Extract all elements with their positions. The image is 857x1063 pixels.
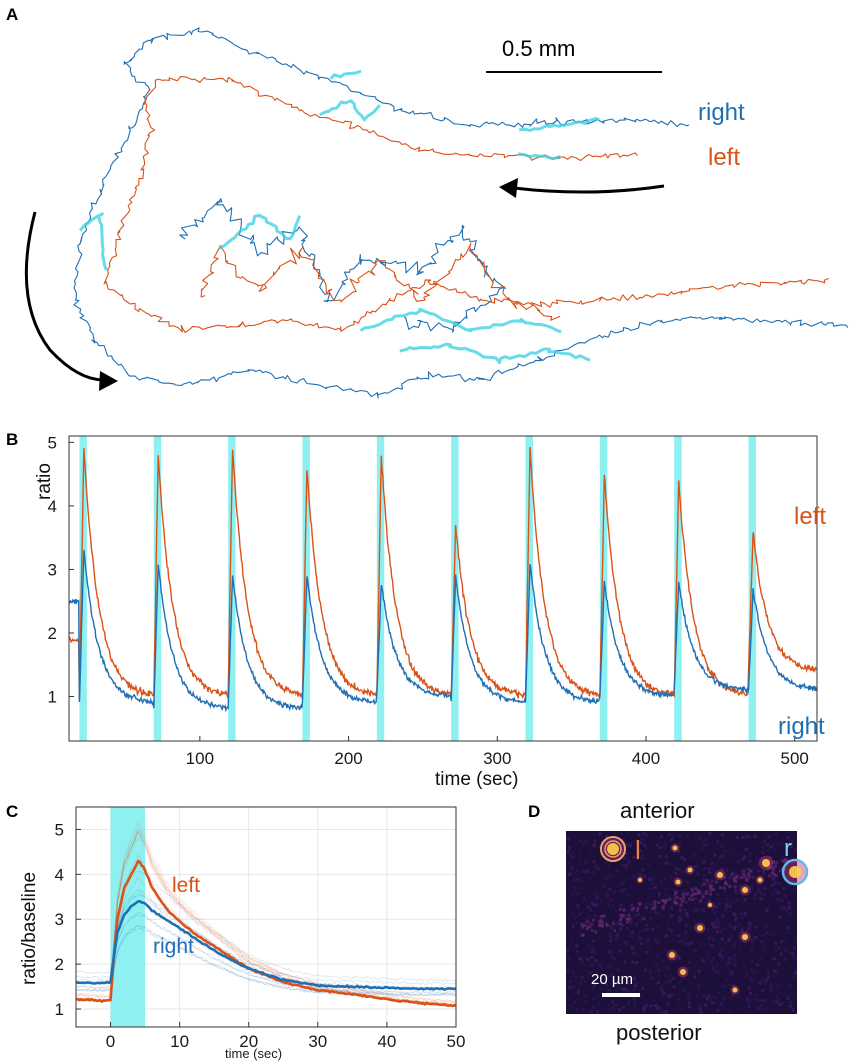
trial-trace-right [76, 912, 457, 995]
direction-arrow-left-head [99, 371, 118, 391]
legend-left-c: left [172, 874, 200, 897]
panel-a: A 0.5 mm right left [6, 5, 849, 399]
posterior-label: posterior [616, 1020, 702, 1045]
trial-trace-left [75, 853, 457, 1007]
x-tick-label-c: 30 [308, 1032, 327, 1051]
trial-trace-right [75, 893, 457, 986]
anterior-label: anterior [620, 798, 695, 823]
puncta-core [732, 987, 738, 993]
puncta-core [742, 887, 748, 893]
x-ticks-c: 0 10 20 30 40 50 [106, 1022, 466, 1051]
traces-b [68, 447, 818, 713]
series-right-c [75, 899, 457, 991]
direction-arrow-left [24, 211, 105, 382]
x-axis-label-b: time (sec) [435, 769, 518, 790]
trial-trace-left [75, 828, 456, 1002]
scale-bar-d-label: 20 µm [591, 971, 633, 988]
stimulus-window-c [110, 807, 146, 1027]
x-tick-label-c: 20 [239, 1032, 258, 1051]
axes-frame-c [75, 806, 457, 1028]
individual-trials-c [75, 821, 457, 1009]
trial-trace-right [75, 927, 457, 997]
y-tick-label-c: 3 [55, 910, 64, 929]
right-track-label: right [698, 99, 745, 126]
puncta-core [669, 952, 675, 958]
left-roi-circle [600, 836, 626, 862]
puncta-core [680, 969, 686, 975]
puncta-core [742, 934, 748, 940]
y-axis-label-c: ratio/baseline [19, 872, 40, 985]
trial-trace-left [75, 821, 457, 1004]
x-tick-label-b: 500 [781, 749, 809, 768]
puncta-core [672, 845, 678, 851]
puncta-core [675, 879, 681, 885]
y-tick-label-b: 4 [48, 497, 57, 516]
trial-trace-right [75, 925, 457, 997]
trial-trace-left [75, 835, 456, 1007]
stim-bar-b [748, 436, 757, 741]
x-ticks-b: 100 200 300 400 500 [186, 736, 809, 768]
puncta-core [717, 872, 723, 878]
left-roi-inner [604, 840, 622, 858]
trial-trace-right [75, 888, 457, 990]
x-tick-label-b: 100 [186, 749, 214, 768]
axes-frame-b [68, 435, 818, 742]
puncta-core [757, 877, 763, 883]
legend-left-b: left [794, 503, 826, 530]
puncta-core [687, 867, 693, 873]
panel-c-label: C [6, 802, 18, 821]
trial-trace-left [75, 827, 457, 1007]
y-ticks-b: 1 2 3 4 5 [48, 433, 74, 707]
direction-arrow-top [513, 184, 665, 194]
puncta-core [789, 866, 801, 878]
trial-trace-right [75, 914, 457, 995]
right-roi-circle [781, 858, 809, 886]
mean-traces-c [75, 859, 457, 1008]
y-tick-label-b: 2 [48, 624, 57, 643]
left-roi-label: l [635, 835, 641, 865]
x-tick-label-c: 50 [447, 1032, 466, 1051]
trial-trace-right [75, 925, 457, 998]
y-tick-label-b: 1 [48, 688, 57, 707]
panel-d-label: D [528, 802, 540, 821]
panel-d: D anterior l r 20 µm posterior [528, 798, 809, 1045]
puncta-core [697, 925, 703, 931]
y-ticks-c: 1 2 3 4 5 [55, 820, 81, 1019]
y-axis-label-b: ratio [34, 463, 55, 500]
trial-trace-right [75, 870, 457, 982]
y-tick-label-b: 5 [48, 433, 57, 452]
right-roi-label: r [784, 835, 792, 862]
x-tick-label-c: 40 [377, 1032, 396, 1051]
panel-b: B 1 2 3 4 5 100 200 300 400 500 ratio time (sec)… [6, 430, 826, 790]
y-tick-label-b: 3 [48, 560, 57, 579]
x-tick-label-b: 400 [632, 749, 660, 768]
puncta-core [607, 843, 619, 855]
series-right-b [68, 549, 818, 713]
y-tick-label-c: 5 [55, 820, 64, 839]
x-tick-label-c: 0 [106, 1032, 115, 1051]
puncta-core [638, 878, 642, 882]
legend-right-b: right [778, 713, 825, 740]
x-tick-label-b: 300 [483, 749, 511, 768]
legend-right-c: right [153, 935, 194, 958]
x-tick-label-b: 200 [334, 749, 362, 768]
panel-c: C 1 2 3 4 5 0 10 20 30 40 50 ratio/baseline time … [6, 802, 465, 1061]
image-texture [566, 831, 797, 1014]
tracking-paths [73, 27, 849, 399]
left-track-label: left [708, 144, 740, 171]
x-axis-label-c: time (sec) [225, 1046, 282, 1061]
direction-arrow-top-head [499, 178, 518, 198]
y-tick-label-c: 4 [55, 865, 64, 884]
panel-a-label: A [6, 5, 18, 24]
panel-b-label: B [6, 430, 18, 449]
y-tick-label-c: 1 [55, 1000, 64, 1019]
series-left-b [68, 447, 818, 701]
scale-bar-a-label: 0.5 mm [502, 36, 575, 61]
y-tick-label-c: 2 [55, 955, 64, 974]
x-tick-label-c: 10 [170, 1032, 189, 1051]
trial-trace-left [75, 832, 457, 1002]
puncta-core [762, 859, 770, 867]
puncta-core [708, 903, 712, 907]
